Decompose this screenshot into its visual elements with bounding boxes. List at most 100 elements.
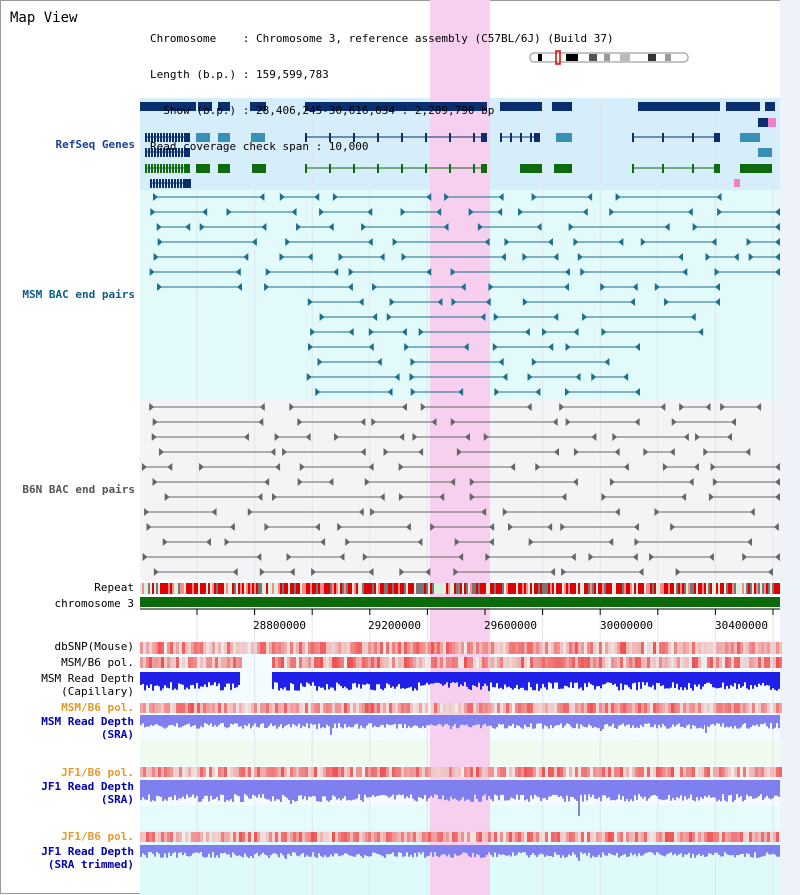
read-depth-bar bbox=[262, 845, 264, 853]
read-depth-bar bbox=[528, 715, 530, 728]
b6n-bac-pair-end bbox=[264, 523, 270, 531]
polymorphism-cell bbox=[206, 657, 209, 668]
polymorphism-cell bbox=[395, 703, 398, 713]
read-depth-bar bbox=[722, 672, 724, 683]
read-depth-bar bbox=[424, 672, 426, 685]
polymorphism-cell bbox=[224, 767, 227, 777]
polymorphism-cell bbox=[581, 657, 584, 668]
polymorphism-cell bbox=[326, 657, 329, 668]
read-depth-bar bbox=[778, 715, 780, 729]
polymorphism-cell bbox=[524, 657, 527, 668]
polymorphism-cell bbox=[752, 832, 755, 842]
repeat-feature bbox=[768, 583, 770, 594]
repeat-feature bbox=[680, 583, 682, 594]
read-depth-bar bbox=[414, 780, 416, 801]
polymorphism-cell bbox=[377, 657, 380, 668]
polymorphism-cell bbox=[668, 767, 671, 777]
read-depth-bar bbox=[756, 780, 758, 798]
gene-exon bbox=[425, 133, 427, 142]
repeat-feature bbox=[224, 583, 226, 594]
read-depth-bar bbox=[210, 845, 212, 858]
polymorphism-cell bbox=[725, 657, 728, 668]
read-depth-bar bbox=[688, 845, 690, 853]
read-depth-bar bbox=[562, 780, 564, 799]
read-depth-bar bbox=[400, 845, 402, 853]
read-depth-bar bbox=[722, 715, 724, 724]
b6n-bac-pair-end bbox=[508, 523, 514, 531]
polymorphism-cell bbox=[602, 703, 605, 713]
msm-bac-pair-end bbox=[333, 268, 339, 276]
polymorphism-cell bbox=[461, 642, 464, 654]
track-label-b6n-bac[interactable]: B6N BAC end pairs bbox=[22, 483, 135, 496]
repeat-feature bbox=[602, 583, 604, 594]
gene-exon bbox=[692, 133, 694, 142]
read-depth-bar bbox=[758, 845, 760, 858]
repeat-feature bbox=[166, 583, 168, 594]
read-depth-bar bbox=[746, 845, 748, 854]
polymorphism-cell bbox=[314, 767, 317, 777]
polymorphism-cell bbox=[590, 703, 593, 713]
polymorphism-cell bbox=[611, 767, 614, 777]
read-depth-bar bbox=[762, 715, 764, 725]
msm-bac-pair-end bbox=[379, 253, 385, 261]
gene-exon bbox=[148, 164, 150, 173]
read-depth-bar bbox=[350, 845, 352, 856]
gene-exon bbox=[172, 164, 174, 173]
read-depth-bar bbox=[516, 780, 518, 795]
read-depth-bar bbox=[660, 780, 662, 800]
polymorphism-cell bbox=[305, 657, 308, 668]
read-depth-bar bbox=[188, 780, 190, 798]
polymorphism-cell bbox=[197, 767, 200, 777]
repeat-feature bbox=[216, 583, 218, 594]
read-depth-bar bbox=[670, 672, 672, 688]
repeat-feature bbox=[572, 583, 574, 594]
polymorphism-cell bbox=[743, 703, 746, 713]
polymorphism-cell bbox=[389, 642, 392, 654]
polymorphism-cell bbox=[740, 832, 743, 842]
read-depth-bar bbox=[580, 780, 582, 796]
read-depth-bar bbox=[668, 845, 670, 854]
read-depth-bar bbox=[646, 672, 648, 683]
gene-exon bbox=[534, 133, 540, 142]
read-depth-bar bbox=[182, 715, 184, 727]
read-depth-bar bbox=[236, 845, 238, 857]
gene-exon bbox=[184, 164, 190, 173]
read-depth-bar bbox=[474, 672, 476, 686]
polymorphism-cell bbox=[506, 832, 509, 842]
read-depth-bar bbox=[196, 715, 198, 729]
read-depth-bar bbox=[272, 780, 274, 797]
repeat-feature bbox=[770, 583, 772, 594]
polymorphism-cell bbox=[500, 657, 503, 668]
read-depth-bar bbox=[520, 780, 522, 796]
gene-exon bbox=[377, 133, 379, 142]
polymorphism-cell bbox=[242, 767, 245, 777]
read-depth-bar bbox=[344, 672, 346, 687]
read-depth-bar bbox=[214, 672, 216, 683]
track-label-jf1-b6-pol-trim: JF1/B6 pol. bbox=[61, 830, 134, 843]
track-label-msm-bac[interactable]: MSM BAC end pairs bbox=[22, 288, 135, 301]
repeat-feature bbox=[164, 583, 166, 594]
polymorphism-cell bbox=[746, 642, 749, 654]
polymorphism-cell bbox=[200, 703, 203, 713]
polymorphism-cell bbox=[587, 657, 590, 668]
b6n-bac-pair-end bbox=[730, 418, 736, 426]
polymorphism-cell bbox=[767, 657, 770, 668]
read-depth-bar bbox=[730, 845, 732, 856]
polymorphism-cell bbox=[623, 642, 626, 654]
read-depth-bar bbox=[504, 672, 506, 685]
read-depth-bar bbox=[550, 672, 552, 684]
polymorphism-cell bbox=[671, 767, 674, 777]
polymorphism-cell bbox=[281, 642, 284, 654]
polymorphism-cell bbox=[707, 767, 710, 777]
read-depth-bar bbox=[450, 715, 452, 729]
read-depth-bar bbox=[674, 780, 676, 801]
polymorphism-cell bbox=[521, 832, 524, 842]
polymorphism-cell bbox=[467, 642, 470, 654]
msm-bac-pair-end bbox=[400, 208, 406, 216]
repeat-feature bbox=[778, 583, 780, 594]
read-depth-bar bbox=[694, 672, 696, 685]
gene-exon bbox=[172, 133, 174, 142]
polymorphism-cell bbox=[311, 642, 314, 654]
track-label-refseq[interactable]: RefSeq Genes bbox=[55, 138, 135, 151]
msm-bac-pair-end bbox=[348, 268, 354, 276]
